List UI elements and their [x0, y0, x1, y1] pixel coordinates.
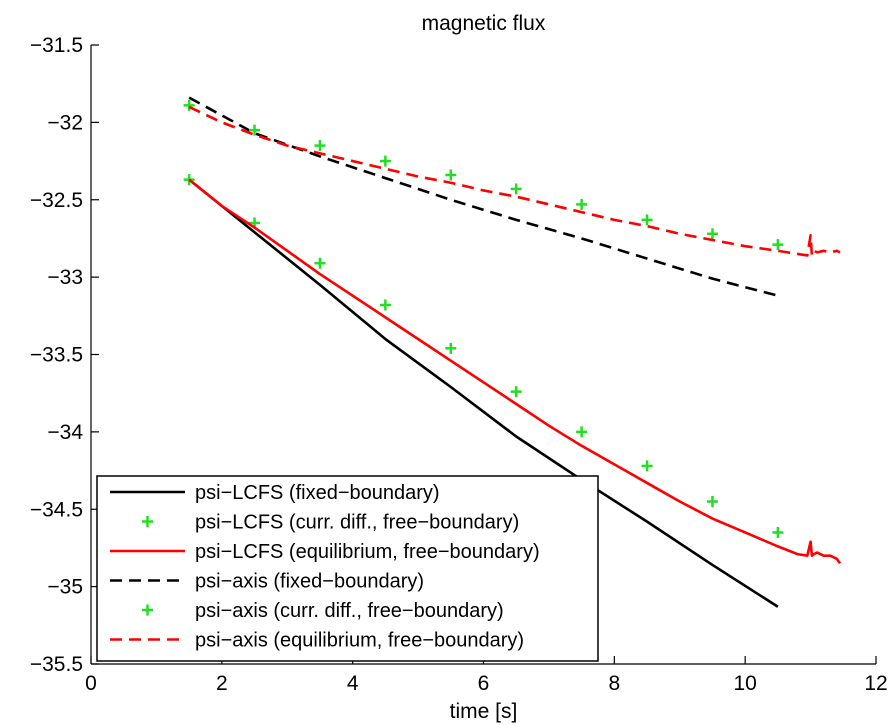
- series-2-point: [379, 299, 391, 311]
- y-tick-label: −32: [47, 111, 83, 134]
- series-1: [188, 178, 779, 608]
- x-tick-label: 6: [478, 672, 490, 695]
- y-tick-label: −33: [47, 266, 83, 289]
- y-tick-label: −32.5: [30, 189, 83, 212]
- plot-area: [183, 96, 842, 608]
- x-tick-label: 0: [85, 672, 97, 695]
- series-1-line: [188, 178, 779, 608]
- series-5-point: [314, 140, 326, 152]
- legend-label: psi−LCFS (fixed−boundary): [195, 482, 440, 504]
- y-tick-label: −34.5: [30, 498, 83, 521]
- series-5-point: [576, 198, 588, 210]
- legend-entry-6: psi−axis (equilibrium, free−boundary): [110, 630, 524, 652]
- y-tick-label: −34: [47, 421, 83, 444]
- series-4-line: [188, 96, 779, 297]
- legend-entry-4: psi−axis (fixed−boundary): [110, 571, 424, 593]
- legend-label: psi−LCFS (equilibrium, free−boundary): [195, 541, 540, 563]
- y-tick-label: −31.5: [30, 34, 83, 57]
- series-2-point: [314, 257, 326, 269]
- series-5-point: [445, 169, 457, 181]
- series-3-line: [188, 178, 842, 565]
- x-tick-label: 10: [733, 672, 756, 695]
- legend-label: psi−axis (equilibrium, free−boundary): [195, 630, 524, 652]
- series-5-point: [510, 183, 522, 195]
- legend-label: psi−LCFS (curr. diff., free−boundary): [195, 512, 519, 534]
- legend-entry-1: psi−LCFS (fixed−boundary): [110, 482, 440, 504]
- series-5-point: [183, 99, 195, 111]
- series-2-point: [183, 174, 195, 186]
- series-2-point: [641, 460, 653, 472]
- series-5: [183, 99, 784, 251]
- legend-box: [96, 475, 599, 662]
- x-tick-label: 2: [216, 672, 228, 695]
- series-2-point: [445, 342, 457, 354]
- series-4: [188, 96, 779, 297]
- x-axis-label: time [s]: [450, 700, 518, 723]
- series-6: [188, 105, 841, 257]
- legend-marker: [142, 516, 153, 527]
- y-tick-label: −35.5: [30, 653, 83, 676]
- series-2-point: [772, 526, 784, 538]
- legend-marker: [142, 604, 153, 616]
- legend-entry-5: psi−axis (curr. diff., free−boundary): [142, 600, 504, 622]
- series-5-point: [249, 124, 261, 136]
- series-2-point: [706, 496, 718, 508]
- legend-label: psi−axis (fixed−boundary): [195, 571, 424, 593]
- series-2-point: [510, 386, 522, 398]
- series-6-line: [188, 105, 841, 257]
- series-3: [188, 178, 842, 565]
- series-2-point: [576, 426, 588, 438]
- x-tick-label: 4: [347, 672, 359, 695]
- series-2: [183, 174, 784, 538]
- series-5-point: [379, 155, 391, 167]
- x-tick-label: 12: [864, 672, 887, 695]
- series-5-point: [706, 228, 718, 240]
- axes: −35.5 −35 −34.5 −34 −33.5 −33 −32.5 −32 −31.5 0 2 4…: [30, 34, 888, 695]
- x-tick-label: 8: [608, 672, 620, 695]
- legend-entry-3: psi−LCFS (equilibrium, free−boundary): [110, 541, 540, 563]
- y-tick-label: −35: [47, 576, 83, 599]
- series-5-point: [772, 239, 784, 251]
- series-5-point: [641, 214, 653, 226]
- chart-title: magnetic flux: [422, 12, 546, 35]
- legend: psi−LCFS (fixed−boundary) psi−LCFS (curr.…: [96, 475, 599, 662]
- y-tick-label: −33.5: [30, 344, 83, 367]
- legend-entry-2: psi−LCFS (curr. diff., free−boundary): [142, 512, 519, 534]
- legend-label: psi−axis (curr. diff., free−boundary): [195, 600, 504, 622]
